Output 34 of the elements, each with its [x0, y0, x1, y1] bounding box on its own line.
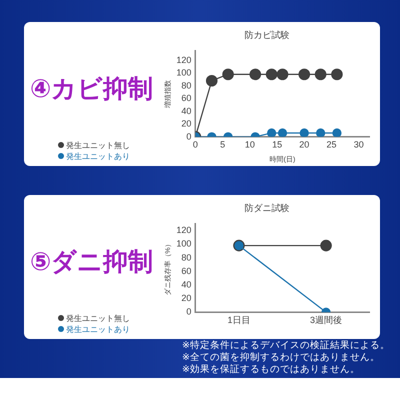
x-tick-label: 20 — [299, 140, 310, 150]
legend-label: 発生ユニット無し — [65, 313, 130, 324]
y-tick-label: 80 — [181, 80, 192, 90]
x-tick-label: 25 — [326, 140, 337, 150]
y-tick-label: 120 — [176, 54, 192, 65]
y-tick-label: 60 — [181, 266, 192, 276]
legend-label: 発生ユニットあり — [65, 324, 130, 335]
y-tick-label: 20 — [181, 118, 192, 129]
y-tick-label: 100 — [176, 238, 192, 249]
y-tick-label: 20 — [181, 293, 192, 304]
x-tick-label: 0 — [192, 140, 198, 150]
x-tick-label: 1日目 — [227, 315, 250, 326]
y-tick-label: 40 — [181, 106, 192, 116]
y-tick-label: 0 — [186, 131, 192, 142]
x-tick-label: 3週間後 — [310, 315, 342, 326]
y-tick-label: 80 — [181, 252, 192, 262]
y-tick-label: 40 — [181, 279, 192, 290]
text: ⑤ダニ抑制 — [30, 246, 154, 278]
legend-label: 発生ユニットあり — [65, 151, 130, 162]
chart-title: 防カビ試験 — [244, 30, 290, 40]
text: ④カビ抑制 — [30, 73, 154, 105]
chart-title: 防ダニ試験 — [244, 202, 290, 213]
legend-label: 発生ユニット無し — [65, 140, 130, 151]
y-tick-label: 100 — [176, 68, 192, 78]
y-tick-label: 0 — [186, 306, 192, 317]
x-tick-label: 5 — [220, 140, 226, 150]
y-tick-label: 120 — [176, 225, 192, 236]
x-tick-label: 15 — [272, 140, 282, 150]
y-tick-label: 60 — [181, 93, 192, 104]
text: ※効果を保証するものではありません。 — [182, 364, 361, 376]
text: ※特定条件によるデバイスの検証結果による。 — [182, 340, 390, 352]
text: ※全ての菌を抑制するわけではありません。 — [182, 352, 381, 364]
x-tick-label: 30 — [354, 140, 364, 150]
x-tick-label: 10 — [244, 140, 255, 150]
